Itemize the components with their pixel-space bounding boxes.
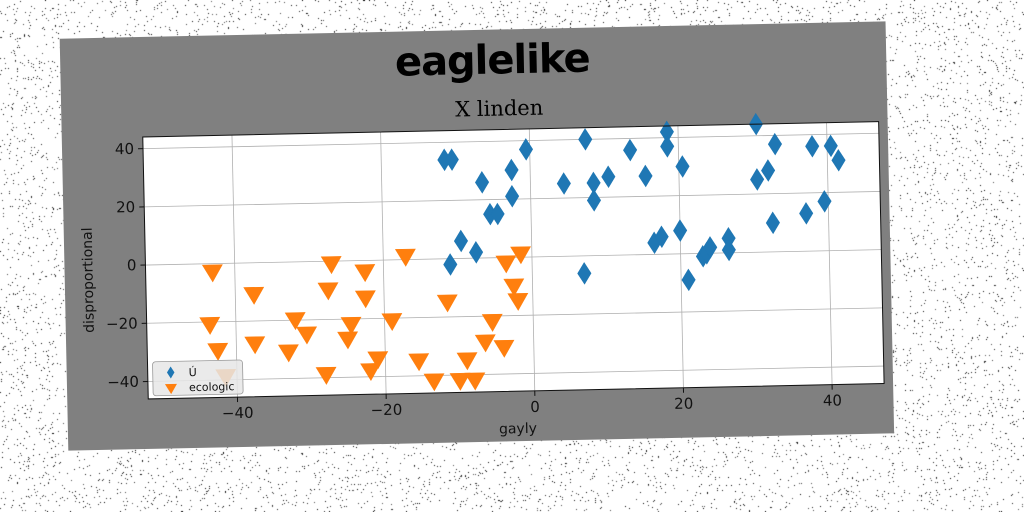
scatter-point-diamond (703, 236, 718, 259)
scatter-point-triangle (464, 372, 486, 391)
scatter-point-triangle (337, 331, 359, 350)
scatter-point-diamond (750, 168, 765, 191)
scatter-point-triangle (510, 246, 532, 265)
scatter-point-diamond (504, 158, 519, 182)
axis-ticks: −40 −20 0 20 40 −40 −20 0 20 40 (106, 121, 885, 423)
scatter-point-triangle (423, 373, 445, 392)
scatter-point-triangle (320, 256, 342, 275)
scatter-point-diamond (490, 202, 505, 226)
scatter-point-diamond (453, 229, 469, 253)
scatter-point-diamond (469, 241, 484, 264)
scatter-point-diamond (586, 189, 602, 212)
y-axis-label: disproportional (80, 227, 98, 333)
scatter-point-diamond (638, 164, 653, 188)
scatter-point-diamond (767, 132, 783, 156)
scatter-point-triangle (474, 334, 496, 353)
scatter-point-triangle (354, 290, 376, 309)
y-tick-label: −40 (107, 373, 139, 392)
y-gridline (143, 132, 879, 150)
scatter-point-triangle (199, 316, 221, 335)
scatter-point-triangle (493, 339, 515, 358)
scatter-point-triangle (367, 351, 389, 370)
legend-label-series-2: ecologic (189, 380, 235, 394)
scatter-point-diamond (623, 138, 638, 162)
scatter-point-diamond (660, 135, 675, 158)
scatter-point-triangle (436, 294, 458, 313)
scatter-point-triangle (201, 264, 223, 283)
x-gridline (528, 128, 536, 391)
x-gridline (231, 135, 238, 398)
scatter-point-diamond (444, 148, 459, 171)
scatter-point-triangle (354, 264, 376, 283)
scatter-point-triangle (360, 363, 382, 381)
scatter-point-diamond (475, 171, 490, 194)
scatter-point-triangle (296, 326, 318, 345)
scatter-point-diamond (761, 159, 776, 182)
scatter-point-triangle (244, 336, 266, 355)
scatter-point-triangle (340, 316, 362, 335)
x-gridline (826, 122, 833, 385)
x-tick-label: −20 (370, 401, 402, 420)
scatter-point-diamond (721, 238, 736, 262)
scatter-point-diamond (823, 134, 838, 158)
scatter-point-triangle (243, 286, 265, 305)
scatter-point-diamond (805, 135, 820, 158)
x-tick-label: 0 (530, 398, 540, 416)
y-tick-label: 40 (115, 140, 134, 158)
scatter-point-diamond (765, 211, 780, 235)
scatter-point-triangle (456, 352, 478, 371)
scatter-point-diamond (675, 155, 690, 178)
scatter-point-triangle (317, 282, 339, 301)
scatter-point-triangle (481, 313, 503, 332)
x-tick-label: 20 (674, 395, 693, 413)
scatter-point-diamond (601, 165, 616, 189)
scatter-point-diamond (556, 172, 571, 195)
scatter-point-diamond (577, 262, 592, 285)
x-tick-label: −40 (222, 404, 254, 423)
scatter-point-triangle (277, 344, 299, 363)
scatter-point-diamond (518, 138, 534, 161)
figure: eaglelike X linden −40 −20 0 20 40 −40 −20 0 20 4… (59, 21, 895, 451)
legend-marker-triangle (164, 383, 177, 395)
scatter-point-triangle (449, 372, 471, 391)
scatter-point-triangle (315, 366, 337, 385)
scatter-point-triangle (507, 292, 529, 311)
y-gridline (146, 307, 883, 324)
legend: Ú ecologic (152, 359, 244, 397)
data-points (199, 112, 846, 392)
scatter-point-triangle (503, 278, 525, 297)
scatter-point-diamond (673, 219, 688, 242)
x-axis-label: gayly (499, 421, 537, 438)
legend-label-series-1: Ú (189, 366, 197, 379)
scatter-point-diamond (799, 202, 814, 225)
y-gridline (147, 365, 884, 382)
scatter-point-diamond (654, 225, 669, 249)
scatter-point-diamond (505, 184, 520, 208)
scatter-point-triangle (284, 312, 306, 331)
x-tick-label: 40 (823, 391, 842, 409)
chart-title: X linden (455, 96, 543, 122)
scatter-point-triangle (381, 313, 403, 332)
y-tick-label: 0 (127, 256, 137, 274)
chart-suptitle: eaglelike (394, 36, 590, 86)
scatter-point-triangle (408, 353, 430, 372)
legend-marker-diamond (166, 366, 175, 379)
scatter-point-triangle (394, 248, 416, 267)
y-tick-label: 20 (116, 198, 135, 216)
x-gridline (380, 132, 387, 394)
y-tick-label: −20 (106, 314, 138, 333)
scatter-point-diamond (443, 253, 458, 276)
scatter-point-diamond (578, 128, 593, 151)
scatter-point-triangle (207, 342, 229, 361)
scatter-point-diamond (831, 149, 846, 172)
scatter-point-diamond (817, 190, 832, 213)
scatter-point-diamond (681, 268, 696, 292)
plot-frame (142, 121, 885, 400)
scatter-point-triangle (495, 255, 517, 274)
